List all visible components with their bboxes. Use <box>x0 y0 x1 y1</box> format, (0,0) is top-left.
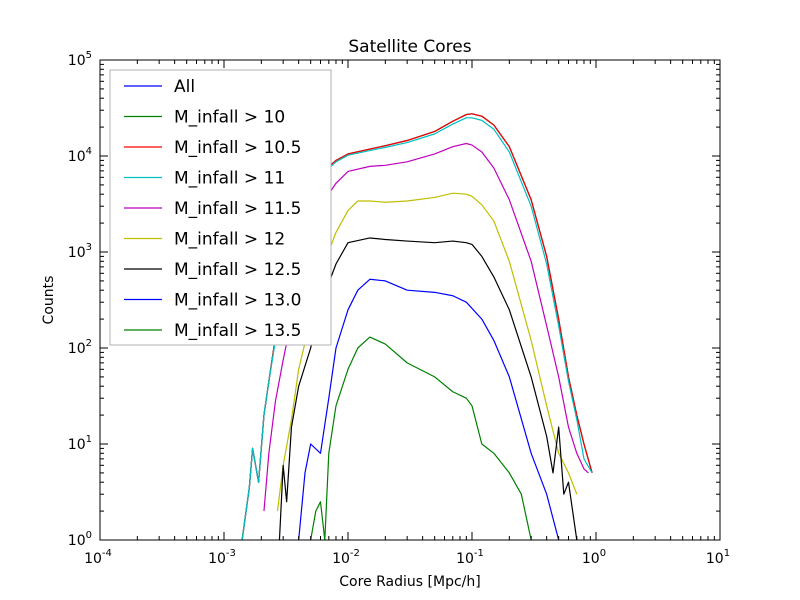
legend-label: M_infall > 10.5 <box>174 138 301 158</box>
legend-label: All <box>174 77 195 97</box>
legend-label: M_infall > 10 <box>174 108 285 128</box>
legend: All M_infall > 10 M_infall > 10.5 M_infall … <box>109 69 332 346</box>
x-tick-label: 10-4 <box>84 548 112 567</box>
y-tick-label: 101 <box>68 434 92 453</box>
plot-frame <box>99 59 721 541</box>
x-tick-label: 10-2 <box>332 548 360 567</box>
y-tick-label: 102 <box>68 338 92 357</box>
series-layer <box>241 113 593 540</box>
legend-label: M_infall > 11 <box>174 169 285 189</box>
tick-layer: 10-4 10-3 10-2 10-1 100 101 100 101 102 103 104 105 <box>68 50 730 567</box>
series-line-8 <box>298 278 560 540</box>
series-line-4 <box>241 117 593 540</box>
y-tick-label: 105 <box>68 50 92 69</box>
y-tick-label: 103 <box>68 242 92 261</box>
x-tick-label: 10-3 <box>208 548 236 567</box>
series-line-9 <box>310 336 532 540</box>
legend-label: M_infall > 13.5 <box>174 321 301 341</box>
x-tick-label: 10-1 <box>456 548 484 567</box>
y-tick-label: 104 <box>68 146 92 165</box>
legend-label: M_infall > 12.5 <box>174 260 301 280</box>
legend-label: M_infall > 11.5 <box>174 199 301 219</box>
legend-label: M_infall > 13.0 <box>174 291 301 311</box>
legend-label: M_infall > 12 <box>174 230 285 250</box>
x-axis-label: Core Radius [Mpc/h] <box>339 574 480 590</box>
x-tick-label: 101 <box>706 548 730 567</box>
chart-title: Satellite Cores <box>348 37 471 57</box>
series-line-7 <box>278 237 578 540</box>
y-tick-label: 100 <box>68 530 92 549</box>
x-tick-label: 100 <box>582 548 606 567</box>
y-axis-label: Counts <box>41 276 57 325</box>
